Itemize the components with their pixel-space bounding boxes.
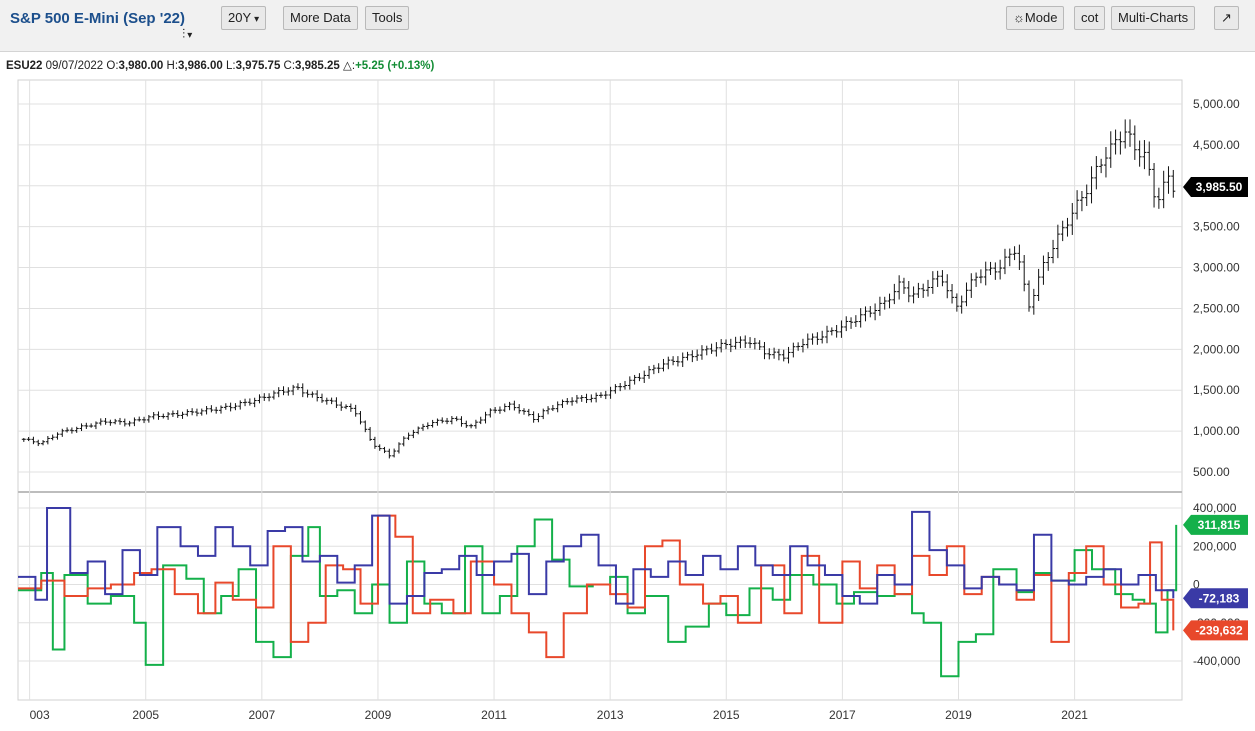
close-value: 3,985.25 [295, 60, 340, 72]
more-data-button[interactable]: More Data [283, 6, 358, 30]
x-tick-label: 2013 [597, 708, 624, 722]
open-label: O: [106, 60, 119, 72]
ohlc-bars-icon: ⫶ [182, 26, 186, 41]
cot-tick-label: -400,000 [1193, 654, 1241, 668]
x-tick-label: 2007 [248, 708, 275, 722]
x-tick-label: 2011 [481, 708, 507, 722]
chevron-down-icon: ▾ [254, 14, 260, 25]
mode-label: Mode [1024, 10, 1058, 25]
cot-last-value-label: -239,632 [1195, 623, 1243, 637]
cot-last-value-label: 311,815 [1198, 518, 1241, 532]
multi-charts-button[interactable]: Multi-Charts [1111, 6, 1196, 30]
change-value: +5.25 (+0.13%) [355, 60, 435, 72]
cot-series-line [18, 507, 1175, 605]
cot-tick-label: 0 [1193, 578, 1200, 592]
price-tick-label: 3,000.00 [1193, 261, 1240, 275]
cot-series-line [18, 514, 1175, 659]
x-tick-label: 2015 [713, 708, 740, 722]
bar-type-selector[interactable]: ⫶ ▾ [182, 26, 192, 42]
tools-button[interactable]: Tools [365, 6, 410, 30]
change-label: △: [343, 60, 356, 72]
x-tick-label: 2017 [829, 708, 856, 722]
cot-last-value-tag [1183, 588, 1248, 609]
cot-series-line [18, 518, 1178, 678]
cot-tick-label: 400,000 [1193, 501, 1237, 515]
cot-last-value-tag [1183, 514, 1248, 535]
x-tick-label: 2019 [945, 708, 972, 722]
symbol-title[interactable]: S&P 500 E-Mini (Sep '22) [10, 10, 186, 27]
open-value: 3,980.00 [118, 60, 164, 72]
price-tick-label: 500.00 [1193, 465, 1230, 479]
price-tick-label: 2,500.00 [1193, 301, 1240, 315]
chart-toolbar: S&P 500 E-Mini (Sep '22) 20Y ▾ More Data … [0, 0, 1255, 52]
last-price-label: 3,985.50 [1196, 180, 1243, 194]
period-selector[interactable]: 20Y ▾ [221, 6, 267, 30]
x-tick-label: 2021 [1061, 708, 1088, 722]
price-tick-label: 1,500.00 [1193, 383, 1240, 397]
sun-icon: ☼ [1013, 10, 1025, 25]
cot-last-value-label: -72,183 [1199, 591, 1240, 605]
price-tick-label: 5,000.00 [1193, 97, 1240, 111]
x-tick-label: 003 [30, 708, 50, 722]
low-value: 3,975.75 [235, 60, 281, 72]
last-price-tag [1183, 176, 1248, 197]
chevron-down-icon: ▾ [187, 30, 193, 41]
quote-date: 09/07/2022 [45, 60, 104, 72]
high-value: 3,986.00 [178, 60, 223, 72]
close-label: C: [283, 60, 296, 72]
price-tick-label: 3,500.00 [1193, 220, 1240, 234]
x-tick-label: 2009 [365, 708, 392, 722]
price-tick-label: 1,000.00 [1193, 424, 1240, 438]
price-tick-label: 4,500.00 [1193, 138, 1240, 152]
quote-line: ESU22 09/07/2022 O:3,980.00 H:3,986.00 L… [6, 58, 434, 72]
expand-arrow-icon: ↗ [1221, 10, 1232, 25]
high-label: H: [166, 60, 179, 72]
low-label: L: [225, 60, 236, 72]
mode-button[interactable]: ☼Mode [1006, 6, 1065, 30]
expand-button[interactable]: ↗ [1214, 6, 1239, 30]
quote-symbol: ESU22 [6, 60, 43, 72]
cot-button[interactable]: cot [1074, 6, 1106, 30]
cot-tick-label: 200,000 [1193, 539, 1237, 553]
cot-last-value-tag [1183, 620, 1248, 641]
x-tick-label: 2005 [132, 708, 159, 722]
period-label: 20Y [228, 10, 252, 25]
price-tick-label: 2,000.00 [1193, 342, 1240, 356]
